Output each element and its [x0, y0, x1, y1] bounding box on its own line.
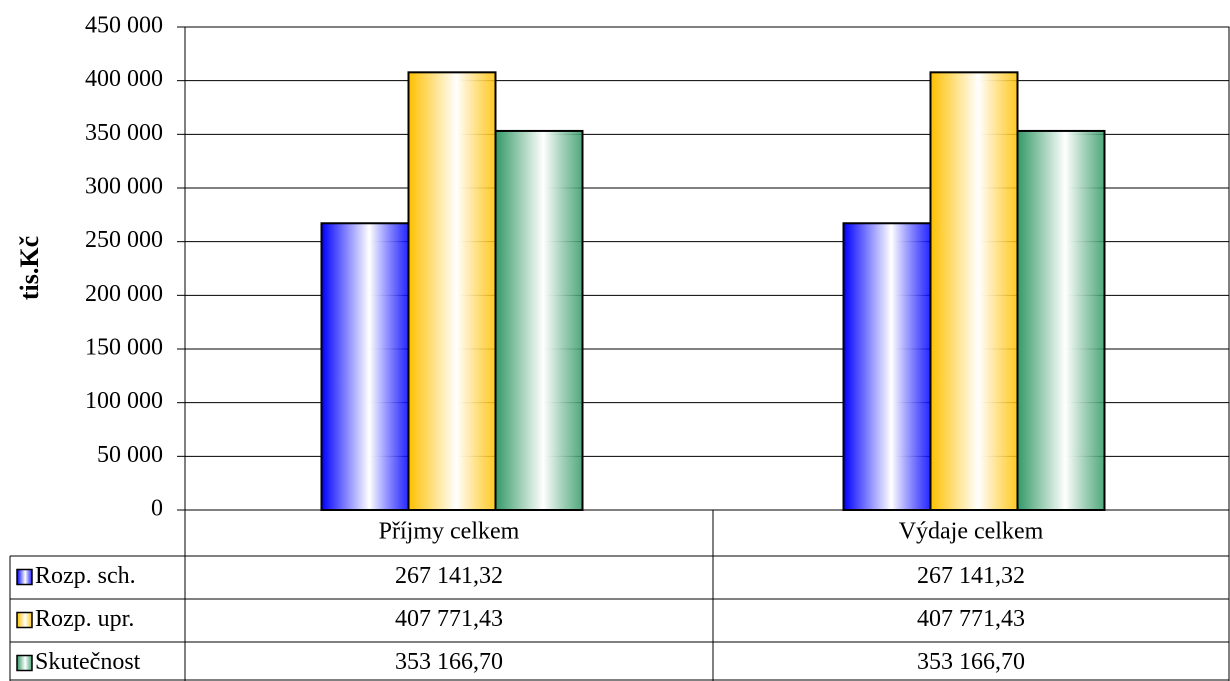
- table-value: 353 166,70: [917, 649, 1025, 675]
- legend-label: Rozp. sch.: [35, 563, 136, 589]
- table-value: 407 771,43: [917, 606, 1025, 632]
- legend-label: Skutečnost: [35, 649, 141, 675]
- y-tick-label: 150 000: [85, 335, 163, 361]
- legend-key: [16, 654, 33, 672]
- y-tick-label: 350 000: [85, 120, 163, 146]
- table-value: 407 771,43: [395, 606, 503, 632]
- bar: [842, 222, 932, 511]
- bar: [320, 222, 410, 511]
- legend-key: [16, 611, 33, 629]
- y-tick-label: 50 000: [97, 442, 163, 468]
- table-value: 267 141,32: [395, 563, 503, 589]
- bar: [1016, 129, 1106, 511]
- x-tick-label: Výdaje celkem: [899, 519, 1044, 545]
- y-tick-label: 0: [151, 496, 163, 522]
- bar: [929, 71, 1019, 512]
- table-value: 353 166,70: [395, 649, 503, 675]
- table-value: 267 141,32: [917, 563, 1025, 589]
- y-tick-label: 100 000: [85, 388, 163, 414]
- x-tick-label: Příjmy celkem: [379, 519, 520, 545]
- y-tick-label: 400 000: [85, 66, 163, 92]
- y-tick-label: 200 000: [85, 281, 163, 307]
- bar: [407, 71, 497, 512]
- plot-border: [184, 26, 1230, 511]
- y-axis-label: tis.Kč: [15, 236, 44, 300]
- y-tick-label: 450 000: [85, 13, 163, 39]
- y-tick-label: 300 000: [85, 174, 163, 200]
- legend-key: [16, 568, 33, 586]
- y-tick-label: 250 000: [85, 227, 163, 253]
- legend-label: Rozp. upr.: [35, 606, 134, 632]
- bar: [494, 129, 584, 511]
